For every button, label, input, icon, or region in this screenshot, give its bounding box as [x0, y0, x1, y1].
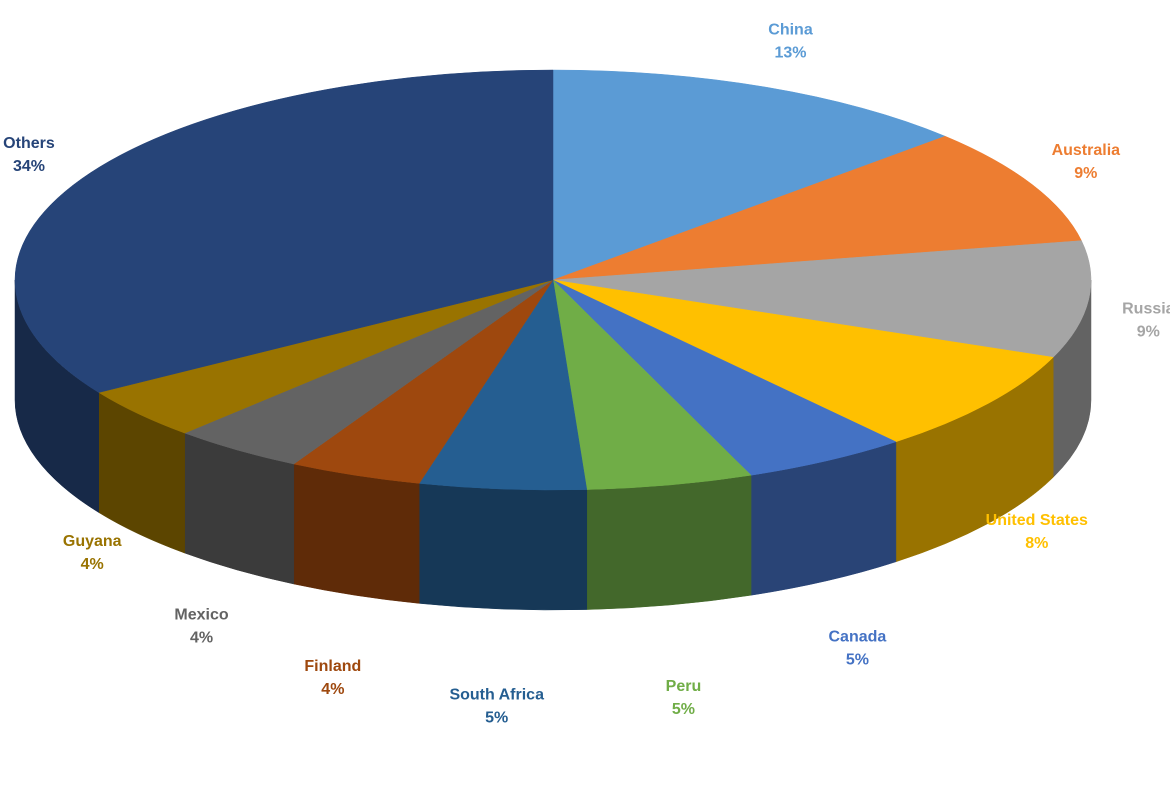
data-label-value: 5%: [846, 652, 869, 669]
slice: [552, 69, 946, 281]
data-label-name: South Africa: [449, 686, 544, 703]
data-label-value: 4%: [190, 629, 213, 646]
slice-side: [293, 463, 420, 604]
data-label-name: China: [768, 22, 813, 39]
data-label-name: United States: [986, 512, 1088, 529]
data-label-value: 34%: [13, 158, 45, 175]
data-label-name: Finland: [304, 658, 361, 675]
data-label-value: 4%: [81, 556, 104, 573]
data-label-value: 13%: [774, 45, 806, 62]
data-label-name: Guyana: [63, 533, 122, 550]
data-label-value: 5%: [485, 709, 508, 726]
slice: [552, 135, 1082, 281]
data-label-name: Peru: [666, 678, 702, 695]
data-label-value: 8%: [1025, 535, 1048, 552]
data-label-value: 5%: [672, 701, 695, 718]
data-label-name: Russia: [1122, 300, 1170, 317]
slice-side: [418, 483, 588, 611]
slice: [552, 279, 752, 490]
slice: [552, 279, 1054, 443]
data-label-name: Australia: [1052, 142, 1121, 159]
data-label-name: Others: [3, 135, 55, 152]
slice: [418, 279, 588, 491]
data-label-value: 9%: [1074, 165, 1097, 182]
slice: [552, 240, 1092, 358]
slice-side: [586, 474, 752, 610]
data-label-value: 9%: [1137, 323, 1160, 340]
data-label-value: 4%: [321, 681, 344, 698]
slice: [552, 279, 897, 476]
data-label-name: Mexico: [174, 606, 228, 623]
slice: [14, 69, 554, 393]
data-label-name: Canada: [829, 629, 887, 646]
